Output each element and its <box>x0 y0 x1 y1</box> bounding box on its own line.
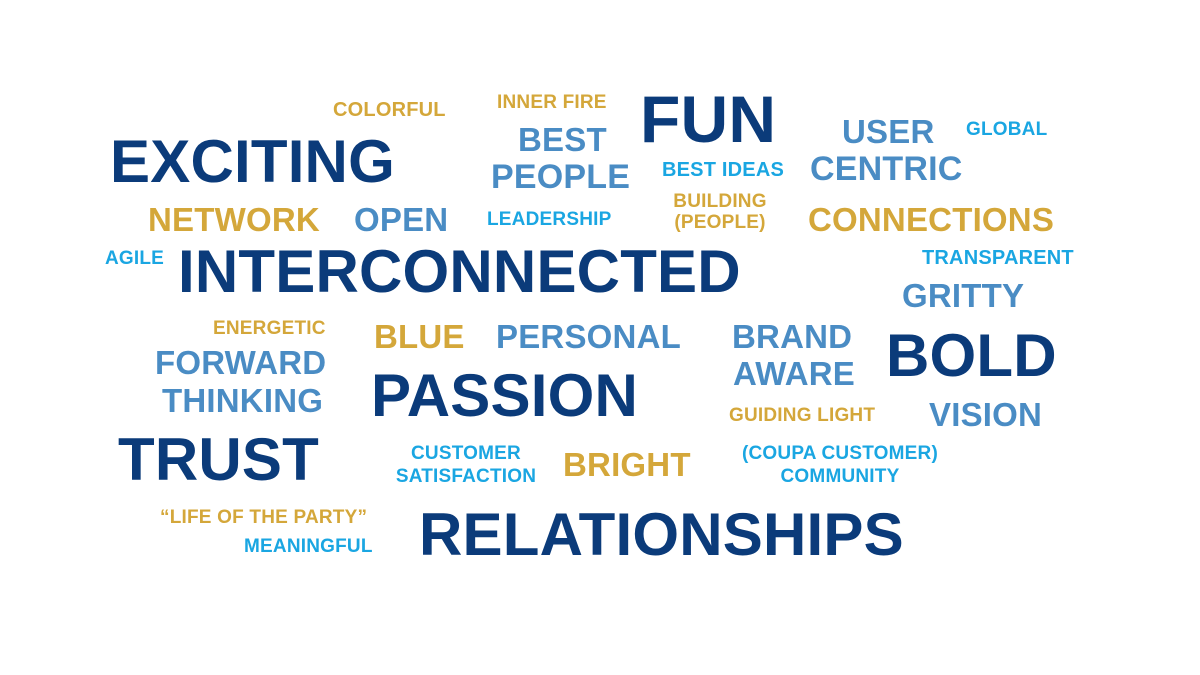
word-open: OPEN <box>354 201 449 238</box>
word-building: BUILDING <box>673 191 767 212</box>
word-coupa-customer: (COUPA CUSTOMER) <box>741 443 938 464</box>
word-personal: PERSONAL <box>496 318 681 355</box>
word-exciting: EXCITING <box>110 128 395 195</box>
word-connections: CONNECTIONS <box>808 201 1055 238</box>
word-global: GLOBAL <box>966 119 1048 140</box>
word-transparent: TRANSPARENT <box>922 247 1074 269</box>
word-community: COMMUNITY <box>780 466 900 487</box>
word-people: PEOPLE <box>491 158 631 196</box>
word-gritty: GRITTY <box>902 277 1025 314</box>
word-meaningful: MEANINGFUL <box>244 536 373 557</box>
word-blue: BLUE <box>374 318 465 355</box>
word-interconnected: INTERCONNECTED <box>178 238 741 305</box>
word-bright: BRIGHT <box>563 446 691 483</box>
word-user: USER <box>842 113 935 150</box>
word-thinking: THINKING <box>162 382 324 419</box>
word-guiding-light: GUIDING LIGHT <box>729 405 876 426</box>
word-colorful: COLORFUL <box>333 99 446 121</box>
word-brand: BRAND <box>732 318 853 355</box>
word-centric: CENTRIC <box>810 150 963 188</box>
word-aware: AWARE <box>733 355 856 392</box>
word-agile: AGILE <box>105 248 165 269</box>
word-best-ideas: BEST IDEAS <box>662 159 785 181</box>
word-fun: FUN <box>640 82 777 156</box>
word-building-people: (PEOPLE) <box>674 212 766 233</box>
word-passion: PASSION <box>371 362 639 429</box>
word-customer: CUSTOMER <box>411 443 521 464</box>
word-inner-fire: INNER FIRE <box>497 92 607 113</box>
word-life-of-the-party: “LIFE OF THE PARTY” <box>160 507 368 528</box>
word-network: NETWORK <box>148 201 320 238</box>
word-bold: BOLD <box>886 322 1057 389</box>
word-vision: VISION <box>929 396 1043 433</box>
word-forward: FORWARD <box>155 344 327 381</box>
word-relationships: RELATIONSHIPS <box>419 501 904 568</box>
word-trust: TRUST <box>118 426 319 493</box>
word-satisfaction: SATISFACTION <box>395 466 537 487</box>
word-energetic: ENERGETIC <box>213 318 326 339</box>
word-leadership: LEADERSHIP <box>487 209 612 230</box>
word-best: BEST <box>518 121 607 158</box>
